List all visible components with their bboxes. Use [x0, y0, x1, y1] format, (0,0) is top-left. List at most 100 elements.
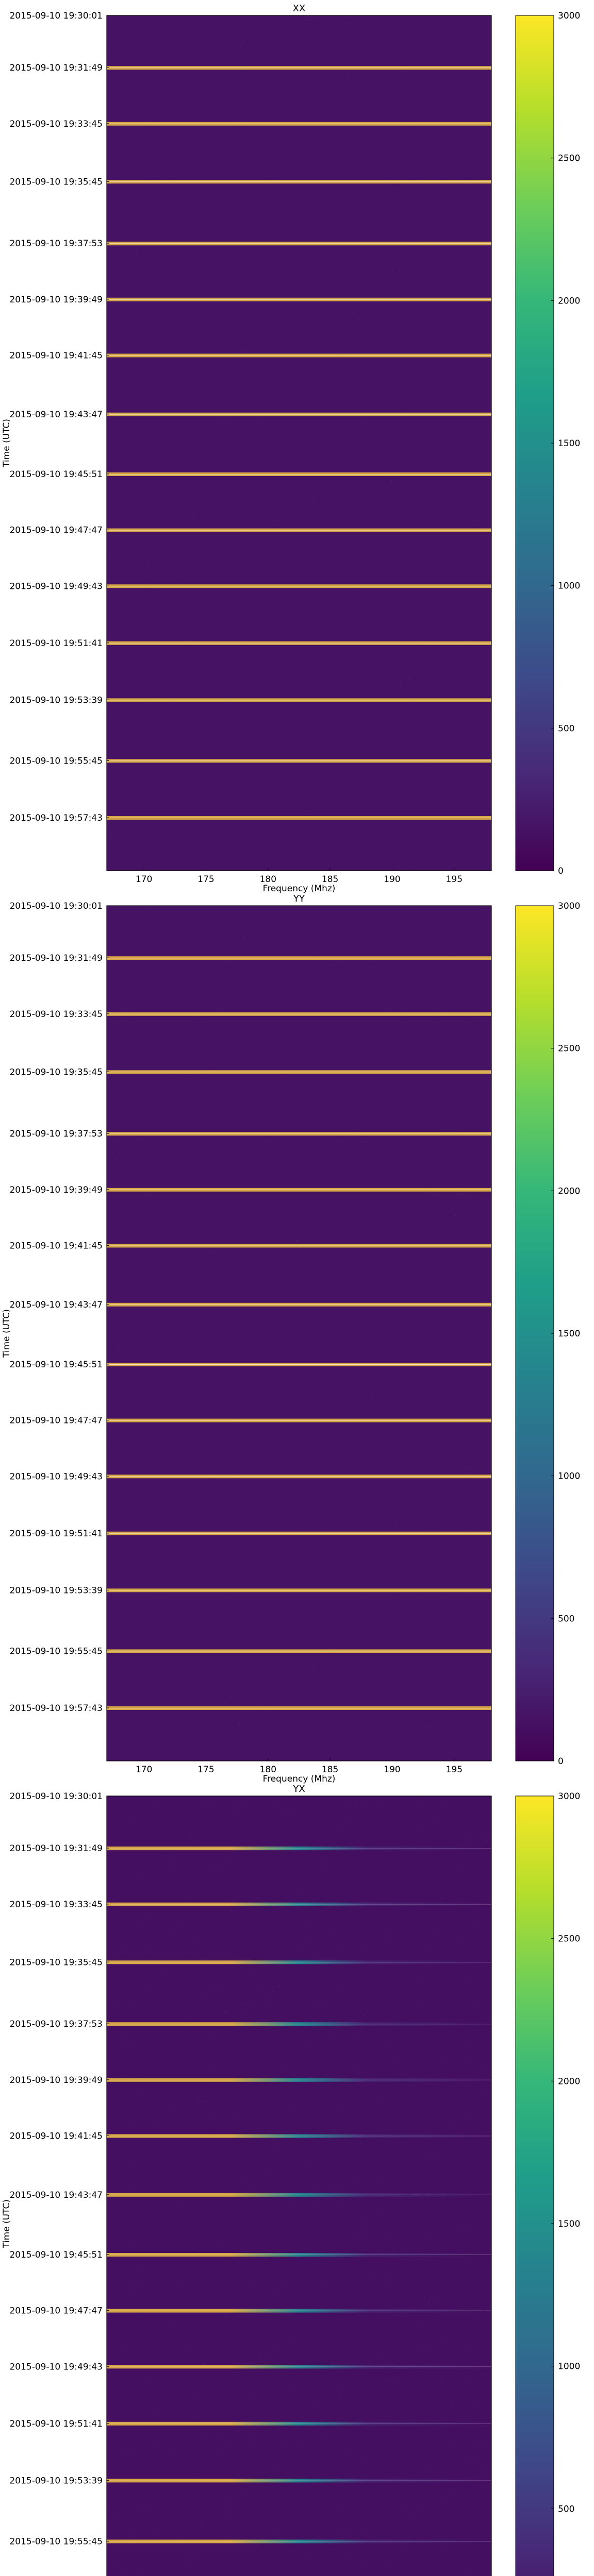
y-tick-label: 2015-09-10 19:51:41 — [9, 1529, 103, 1539]
colorbar-tick-label: 1000 — [558, 581, 580, 591]
colorbar-tick-label: 2500 — [558, 1044, 580, 1054]
heatmap-band — [107, 1902, 491, 1906]
y-tick-label: 2015-09-10 19:53:39 — [9, 2476, 103, 2486]
heatmap-background — [107, 906, 491, 1761]
y-tick-label: 2015-09-10 19:47:47 — [9, 1416, 103, 1426]
panel-yy: YY 2015-09-10 19:30:01 2015-09-10 19:31:49… — [2, 893, 580, 1784]
x-tick-label: 195 — [446, 1765, 463, 1775]
y-tick-label: 2015-09-10 19:49:43 — [9, 2362, 103, 2372]
y-tick-label: 2015-09-10 19:45:51 — [9, 2250, 103, 2260]
y-tick-label: 2015-09-10 19:45:51 — [9, 469, 103, 480]
colorbar-tick-label: 2000 — [558, 2076, 580, 2087]
heatmap-band — [107, 2479, 491, 2483]
colorbar-tick-label: 3000 — [558, 1791, 580, 1802]
y-tick-label: 2015-09-10 19:31:49 — [9, 1843, 103, 1854]
panel-yx: YX 2015-09-10 19:30:01 2015-09-10 19:31:49… — [2, 1784, 580, 2576]
panel-title: YY — [293, 893, 305, 904]
heatmap-noise — [107, 906, 490, 1760]
x-tick-label: 180 — [260, 1765, 276, 1775]
y-tick-label: 2015-09-10 19:39:49 — [9, 2075, 103, 2086]
colorbar-tick-label: 2000 — [558, 296, 580, 306]
x-tick-label: 170 — [136, 1765, 152, 1775]
colorbar-tick-label: 1500 — [558, 2219, 580, 2229]
heatmap-band — [107, 2309, 491, 2313]
y-tick-label: 2015-09-10 19:37:53 — [9, 1129, 103, 1139]
heatmap-band — [107, 2022, 491, 2026]
x-tick-label: 175 — [197, 874, 214, 885]
y-tick-label: 2015-09-10 19:51:41 — [9, 638, 103, 649]
y-axis-title: Time (UTC) — [2, 1309, 12, 1358]
x-axis-title: Frequency (Mhz) — [263, 1774, 336, 1784]
plot-frame — [106, 15, 492, 871]
y-tick-label: 2015-09-10 19:55:45 — [9, 1646, 103, 1656]
y-tick-label: 2015-09-10 19:37:53 — [9, 2019, 103, 2029]
y-tick-label: 2015-09-10 19:41:45 — [9, 351, 103, 361]
plot-frame — [106, 905, 492, 1761]
x-tick-label: 190 — [384, 874, 400, 885]
y-tick-label: 2015-09-10 19:51:41 — [9, 2419, 103, 2429]
heatmap-noise — [108, 1799, 489, 2576]
y-tick-label: 2015-09-10 19:47:47 — [9, 526, 103, 536]
colorbar-tick-label: 1500 — [558, 438, 580, 449]
y-tick-label: 2015-09-10 19:53:39 — [9, 1585, 103, 1596]
y-tick-label: 2015-09-10 19:53:39 — [9, 695, 103, 705]
y-tick-label: 2015-09-10 19:30:01 — [9, 1791, 103, 1802]
x-tick-label: 190 — [384, 1765, 400, 1775]
y-tick-label: 2015-09-10 19:30:01 — [9, 901, 103, 911]
x-tick-label: 195 — [446, 874, 463, 885]
y-tick-label: 2015-09-10 19:41:45 — [9, 2131, 103, 2142]
y-tick-label: 2015-09-10 19:35:45 — [9, 1957, 103, 1968]
y-tick-label: 2015-09-10 19:39:49 — [9, 1185, 103, 1195]
y-tick-label: 2015-09-10 19:49:43 — [9, 581, 103, 591]
heatmap-band — [107, 2193, 491, 2197]
y-tick-label: 2015-09-10 19:33:45 — [9, 1009, 103, 1020]
panel-xx: XX 2015-09-10 19:30:01 2015-09-10 19:31:49… — [2, 3, 580, 894]
y-tick-label: 2015-09-10 19:55:45 — [9, 756, 103, 766]
colorbar-tick-label: 2500 — [558, 1934, 580, 1944]
colorbar-tick-label: 3000 — [558, 11, 580, 21]
panel-title: YX — [292, 1784, 305, 1794]
y-tick-label: 2015-09-10 19:49:43 — [9, 1471, 103, 1482]
colorbar-tick-label: 1500 — [558, 1329, 580, 1339]
panels: XX 2015-09-10 19:30:01 2015-09-10 19:31:49… — [2, 3, 580, 2576]
colorbar-tick-label: 1000 — [558, 2362, 580, 2372]
colorbar-tick-label: 0 — [558, 1756, 564, 1767]
heatmap-band — [107, 2421, 491, 2426]
y-tick-label: 2015-09-10 19:35:45 — [9, 1067, 103, 1077]
colorbar — [515, 1795, 554, 2576]
y-tick-label: 2015-09-10 19:30:01 — [9, 11, 103, 21]
heatmap-background — [107, 15, 491, 871]
y-axis-title: Time (UTC) — [2, 419, 12, 468]
colorbar-tick-label: 2000 — [558, 1186, 580, 1196]
heatmap-band — [107, 1960, 491, 1964]
x-tick-label: 180 — [260, 874, 276, 885]
heatmap-band — [107, 1846, 491, 1851]
colorbar — [515, 905, 554, 1761]
colorbar-tick-label: 3000 — [558, 901, 580, 911]
y-axis-title: Time (UTC) — [2, 2199, 12, 2248]
y-tick-label: 2015-09-10 19:37:53 — [9, 239, 103, 249]
y-tick-label: 2015-09-10 19:31:49 — [9, 953, 103, 963]
panel-title: XX — [293, 3, 306, 14]
heatmap-band — [107, 2253, 491, 2257]
y-tick-label: 2015-09-10 19:43:47 — [9, 410, 103, 420]
colorbar-tick-label: 500 — [558, 2504, 574, 2514]
y-tick-label: 2015-09-10 19:35:45 — [9, 177, 103, 187]
heatmap-band — [107, 2134, 491, 2138]
y-tick-label: 2015-09-10 19:57:43 — [9, 813, 103, 823]
y-tick-label: 2015-09-10 19:43:47 — [9, 1300, 103, 1310]
y-tick-label: 2015-09-10 19:33:45 — [9, 119, 103, 129]
colorbar-tick-label: 0 — [558, 866, 564, 876]
y-tick-label: 2015-09-10 19:41:45 — [9, 1241, 103, 1251]
heatmap-background — [107, 1796, 491, 2576]
colorbar-tick-label: 500 — [558, 1614, 574, 1624]
x-tick-label: 185 — [322, 1765, 338, 1775]
heatmap-band — [107, 2539, 491, 2544]
x-tick-label: 185 — [322, 874, 338, 885]
y-tick-label: 2015-09-10 19:43:47 — [9, 2190, 103, 2200]
colorbar-tick-label: 2500 — [558, 154, 580, 164]
y-tick-label: 2015-09-10 19:57:43 — [9, 1703, 103, 1714]
y-tick-label: 2015-09-10 19:31:49 — [9, 63, 103, 73]
colorbar — [515, 15, 554, 871]
